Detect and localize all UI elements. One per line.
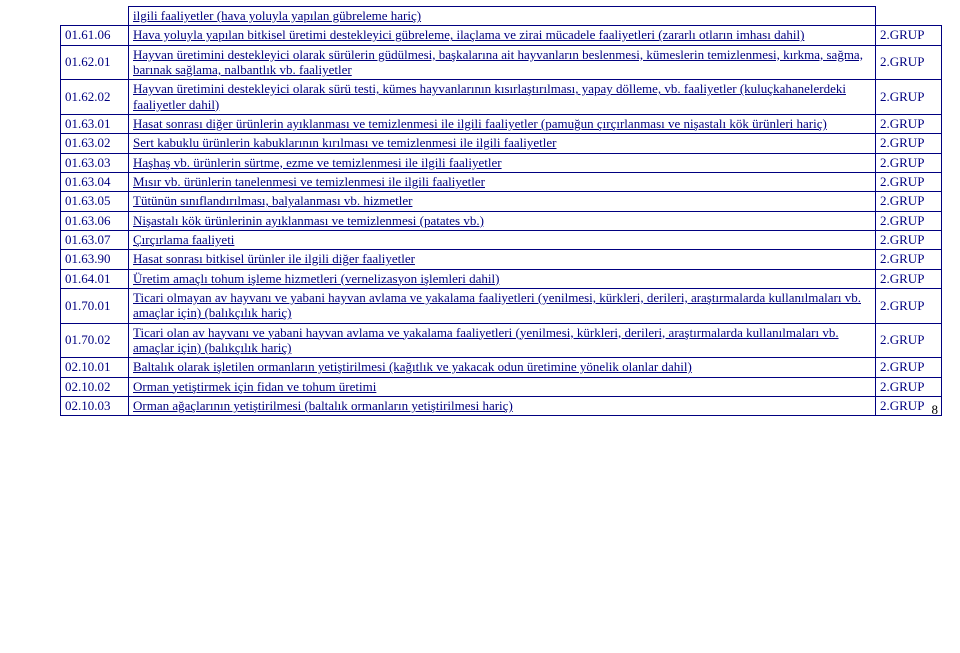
desc-cell: Hava yoluyla yapılan bitkisel üretimi de…	[129, 26, 876, 45]
table-row: 01.70.01Ticari olmayan av hayvanı ve yab…	[61, 288, 942, 323]
group-cell: 2.GRUP	[876, 26, 942, 45]
code-cell: 01.63.07	[61, 230, 129, 249]
code-cell: 01.70.01	[61, 288, 129, 323]
code-cell: 01.62.02	[61, 80, 129, 115]
code-cell: 02.10.02	[61, 377, 129, 396]
table-row: 01.64.01 Üretim amaçlı tohum işleme hizme…	[61, 269, 942, 288]
desc-text: Ticari olmayan av hayvanı ve yabani hayv…	[133, 290, 861, 320]
table-row: 01.62.02Hayvan üretimini destekleyici ol…	[61, 80, 942, 115]
table-row: 02.10.03 Orman ağaçlarının yetiştirilmesi…	[61, 396, 942, 415]
code-cell: 01.63.04	[61, 172, 129, 191]
group-cell: 2.GRUP	[876, 45, 942, 80]
group-cell: 2.GRUP	[876, 269, 942, 288]
group-cell: 2.GRUP	[876, 250, 942, 269]
desc-text: Sert kabuklu ürünlerin kabuklarının kırı…	[133, 135, 556, 150]
desc-text: Haşhaş vb. ürünlerin sürtme, ezme ve tem…	[133, 155, 502, 170]
desc-cell: Hasat sonrası bitkisel ürünler ile ilgil…	[129, 250, 876, 269]
desc-text: Hayvan üretimini destekleyici olarak sür…	[133, 47, 863, 77]
desc-text: Hasat sonrası bitkisel ürünler ile ilgil…	[133, 251, 415, 266]
code-cell: 01.63.01	[61, 114, 129, 133]
group-cell: 2.GRUP	[876, 377, 942, 396]
desc-text: Mısır vb. ürünlerin tanelenmesi ve temiz…	[133, 174, 485, 189]
desc-text: Tütünün sınıflandırılması, balyalanması …	[133, 193, 412, 208]
table-row: 01.63.04 Mısır vb. ürünlerin tanelenmesi …	[61, 172, 942, 191]
code-cell: 02.10.03	[61, 396, 129, 415]
header-desc-cell: ilgili faaliyetler (hava yoluyla yapılan…	[129, 7, 876, 26]
desc-cell: Mısır vb. ürünlerin tanelenmesi ve temiz…	[129, 172, 876, 191]
table-row: 01.62.01Hayvan üretimini destekleyici ol…	[61, 45, 942, 80]
code-cell: 01.63.06	[61, 211, 129, 230]
activity-table: ilgili faaliyetler (hava yoluyla yapılan…	[60, 6, 942, 416]
desc-text: Orman yetiştirmek için fidan ve tohum ür…	[133, 379, 376, 394]
desc-cell: Haşhaş vb. ürünlerin sürtme, ezme ve tem…	[129, 153, 876, 172]
table-row: 01.63.90 Hasat sonrası bitkisel ürünler i…	[61, 250, 942, 269]
code-cell: 01.70.02	[61, 323, 129, 358]
desc-cell: Hasat sonrası diğer ürünlerin ayıklanmas…	[129, 114, 876, 133]
page-number: 8	[932, 402, 939, 418]
table-header-row: ilgili faaliyetler (hava yoluyla yapılan…	[61, 7, 942, 26]
table-row: 01.70.02Ticari olan av hayvanı ve yabani…	[61, 323, 942, 358]
desc-cell: Hayvan üretimini destekleyici olarak sür…	[129, 45, 876, 80]
group-cell: 2.GRUP	[876, 230, 942, 249]
desc-cell: Tütünün sınıflandırılması, balyalanması …	[129, 192, 876, 211]
desc-cell: Nişastalı kök ürünlerinin ayıklanması ve…	[129, 211, 876, 230]
table-row: 01.63.06 Nişastalı kök ürünlerinin ayıkla…	[61, 211, 942, 230]
code-cell: 01.63.05	[61, 192, 129, 211]
group-cell: 2.GRUP	[876, 172, 942, 191]
desc-cell: Orman yetiştirmek için fidan ve tohum ür…	[129, 377, 876, 396]
desc-cell: Üretim amaçlı tohum işleme hizmetleri (v…	[129, 269, 876, 288]
table-row: 01.63.03 Haşhaş vb. ürünlerin sürtme, ezm…	[61, 153, 942, 172]
group-cell: 2.GRUP	[876, 211, 942, 230]
table-row: 01.63.05 Tütünün sınıflandırılması, balya…	[61, 192, 942, 211]
desc-text: Çırçırlama faaliyeti	[133, 232, 234, 247]
header-blank-left	[61, 7, 129, 26]
code-cell: 01.63.90	[61, 250, 129, 269]
header-desc-text: ilgili faaliyetler (hava yoluyla yapılan…	[133, 8, 421, 23]
code-cell: 01.64.01	[61, 269, 129, 288]
desc-text: Nişastalı kök ürünlerinin ayıklanması ve…	[133, 213, 484, 228]
desc-cell: Ticari olan av hayvanı ve yabani hayvan …	[129, 323, 876, 358]
desc-text: Baltalık olarak işletilen ormanların yet…	[133, 359, 692, 374]
table-row: 02.10.01 Baltalık olarak işletilen ormanl…	[61, 358, 942, 377]
group-cell: 2.GRUP	[876, 134, 942, 153]
desc-text: Hasat sonrası diğer ürünlerin ayıklanmas…	[133, 116, 827, 131]
group-cell: 2.GRUP	[876, 358, 942, 377]
group-cell: 2.GRUP	[876, 80, 942, 115]
code-cell: 01.62.01	[61, 45, 129, 80]
header-blank-right	[876, 7, 942, 26]
group-cell: 2.GRUP	[876, 323, 942, 358]
group-cell: 2.GRUP	[876, 114, 942, 133]
desc-text: Orman ağaçlarının yetiştirilmesi (baltal…	[133, 398, 513, 413]
table-row: 01.63.07 Çırçırlama faaliyeti 2.GRUP	[61, 230, 942, 249]
desc-cell: Ticari olmayan av hayvanı ve yabani hayv…	[129, 288, 876, 323]
table-row: 02.10.02 Orman yetiştirmek için fidan ve …	[61, 377, 942, 396]
desc-text: Hayvan üretimini destekleyici olarak sür…	[133, 81, 846, 111]
code-cell: 01.63.03	[61, 153, 129, 172]
desc-cell: Orman ağaçlarının yetiştirilmesi (baltal…	[129, 396, 876, 415]
code-cell: 02.10.01	[61, 358, 129, 377]
desc-text: Ticari olan av hayvanı ve yabani hayvan …	[133, 325, 839, 355]
table-row: 01.61.06 Hava yoluyla yapılan bitkisel ür…	[61, 26, 942, 45]
desc-cell: Sert kabuklu ürünlerin kabuklarının kırı…	[129, 134, 876, 153]
group-cell: 2.GRUP	[876, 192, 942, 211]
desc-cell: Baltalık olarak işletilen ormanların yet…	[129, 358, 876, 377]
group-cell: 2.GRUP	[876, 288, 942, 323]
table-row: 01.63.01 Hasat sonrası diğer ürünlerin ay…	[61, 114, 942, 133]
desc-text: Üretim amaçlı tohum işleme hizmetleri (v…	[133, 271, 499, 286]
code-cell: 01.63.02	[61, 134, 129, 153]
desc-cell: Hayvan üretimini destekleyici olarak sür…	[129, 80, 876, 115]
table-row: 01.63.02 Sert kabuklu ürünlerin kabukları…	[61, 134, 942, 153]
desc-cell: Çırçırlama faaliyeti	[129, 230, 876, 249]
code-cell: 01.61.06	[61, 26, 129, 45]
group-cell: 2.GRUP	[876, 153, 942, 172]
desc-text: Hava yoluyla yapılan bitkisel üretimi de…	[133, 27, 804, 42]
